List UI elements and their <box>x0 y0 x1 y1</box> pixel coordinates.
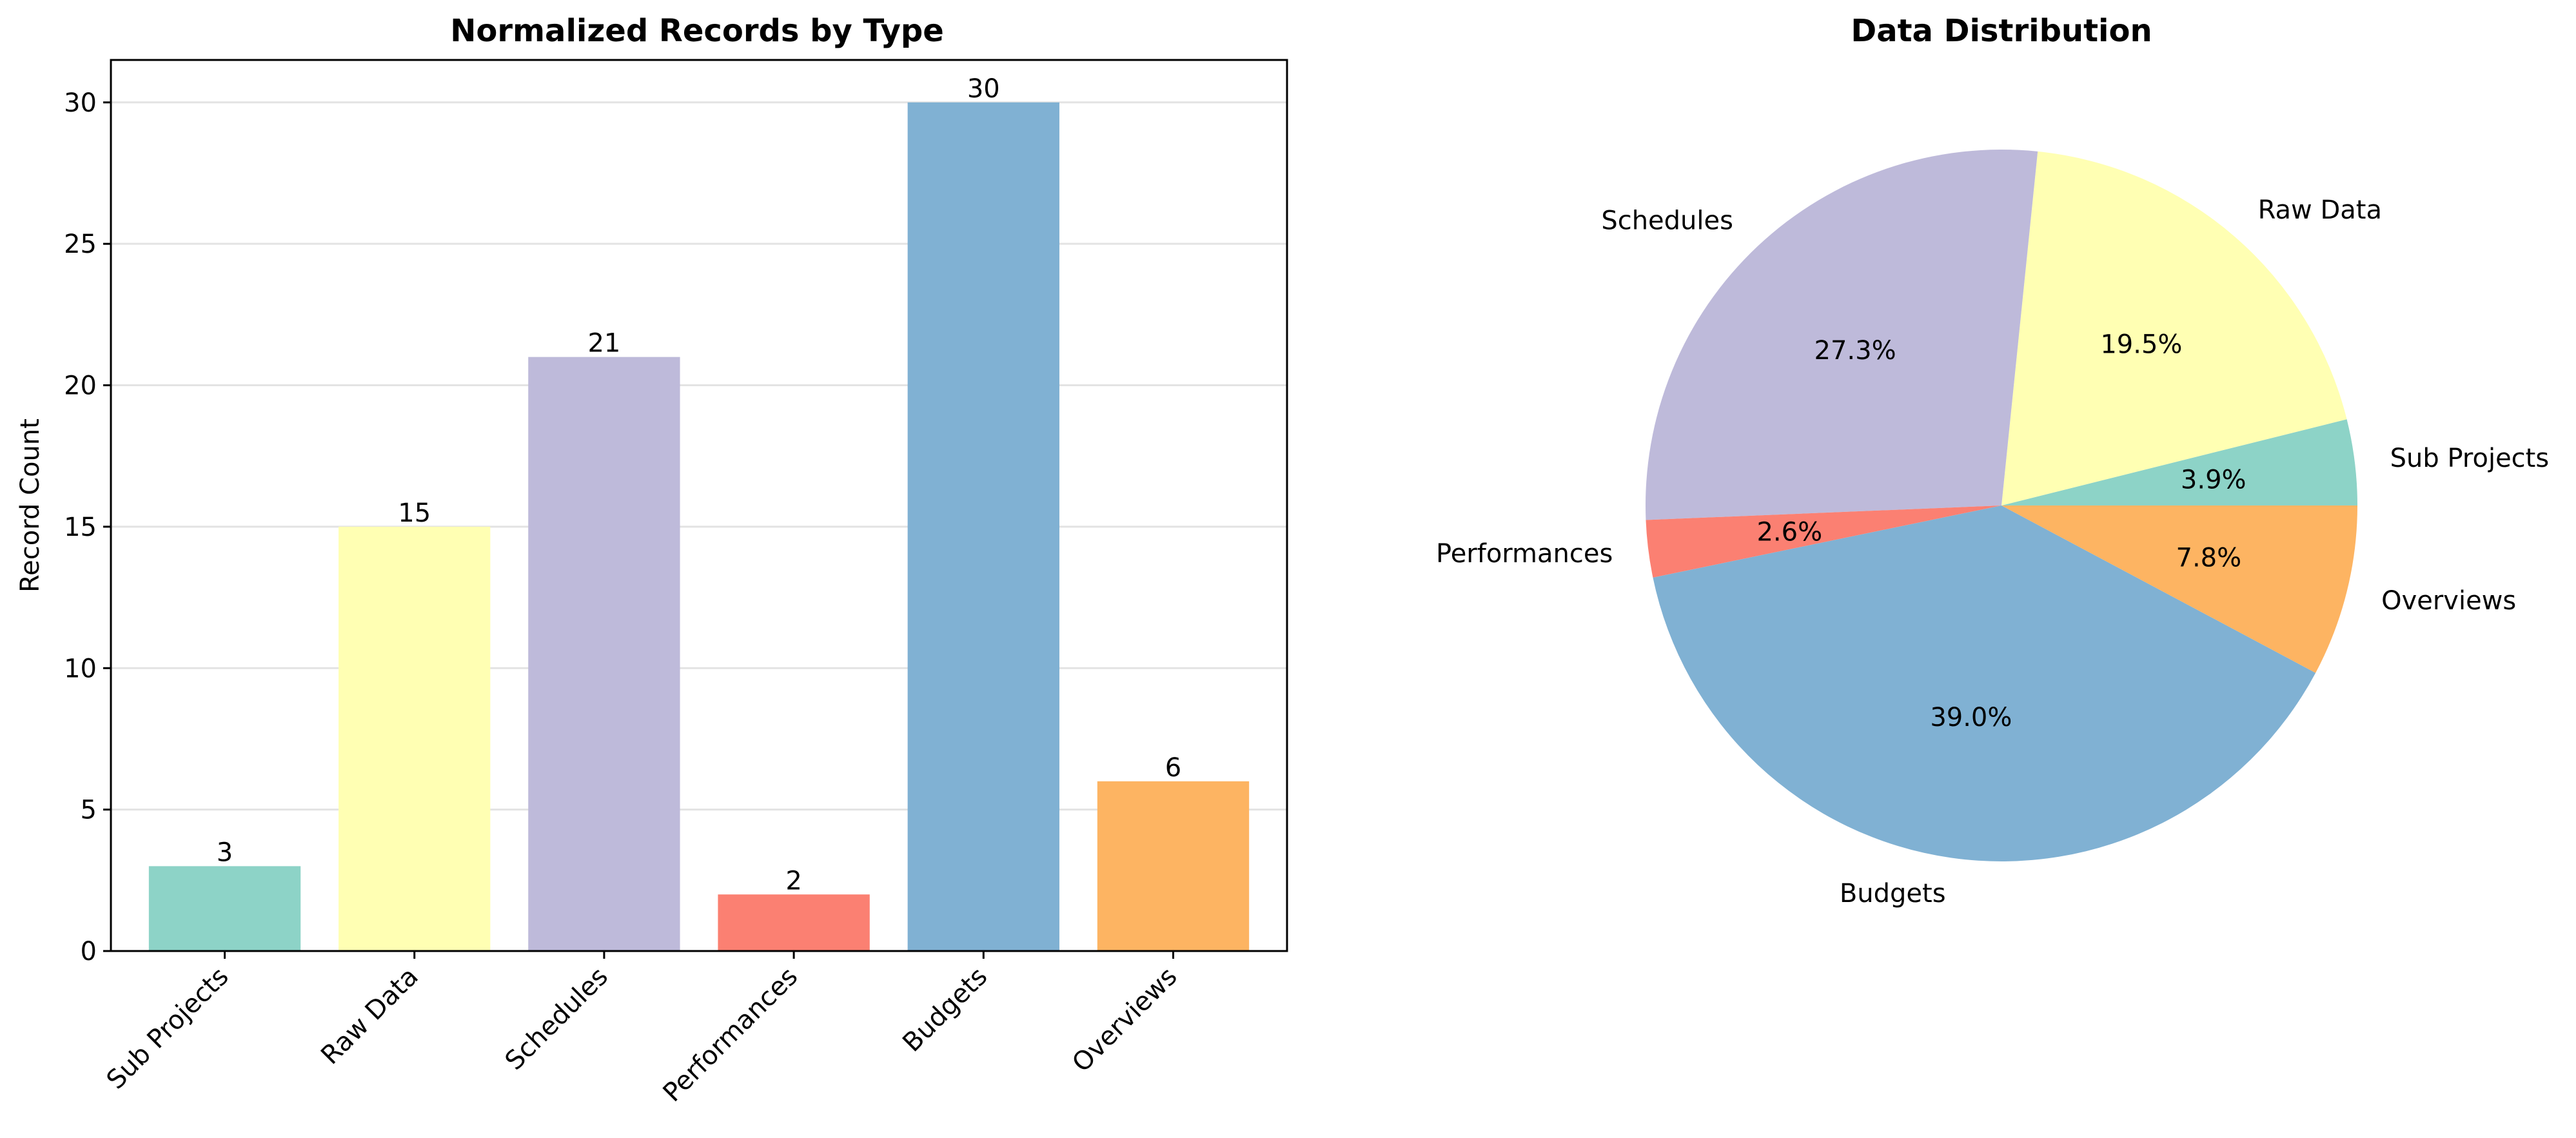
bar-value-label: 30 <box>967 74 1000 104</box>
bar-value-label: 6 <box>1165 753 1181 783</box>
pie-slice-schedules <box>1646 150 2038 520</box>
pie-percent-label: 7.8% <box>2176 543 2242 573</box>
pie-slice-overviews <box>2001 505 2357 673</box>
pie-slice-raw-data <box>2001 151 2347 505</box>
y-tick-label: 25 <box>64 230 97 259</box>
pie-slice-performances <box>1646 505 2001 578</box>
pie-slice-sub-projects <box>2001 419 2357 505</box>
bar-value-label: 2 <box>785 866 801 896</box>
bar-value-label: 21 <box>587 329 620 358</box>
bar-chart: Normalized Records by Type 3 15 21 2 30 6 0 5 1… <box>15 13 1288 1108</box>
pie-label-overviews: Overviews <box>2381 586 2516 616</box>
pie-chart: Data Distribution Sub Projects 3.9% Raw Da… <box>1436 13 2549 908</box>
pie-percent-label: 19.5% <box>2100 330 2182 360</box>
bar-value-label: 3 <box>217 838 233 867</box>
pie-percent-label: 39.0% <box>1930 703 2012 732</box>
pie-label-sub-projects: Sub Projects <box>2390 444 2550 473</box>
bar-raw-data <box>339 526 491 951</box>
pie-labels: Sub Projects 3.9% Raw Data 19.5% Schedules 27… <box>1436 195 2549 908</box>
pie-chart-title: Data Distribution <box>1851 13 2152 49</box>
pie-slice-budgets <box>1653 505 2316 861</box>
y-tick-label: 15 <box>64 513 97 542</box>
pie-percent-label: 2.6% <box>1756 517 1822 547</box>
y-tick-label: 20 <box>64 371 97 401</box>
y-tick-label: 30 <box>64 88 97 118</box>
pie-label-budgets: Budgets <box>1840 879 1946 908</box>
bar-schedules <box>528 357 680 951</box>
y-tick-label: 5 <box>81 796 97 825</box>
y-tick-label: 10 <box>64 654 97 683</box>
y-tick-label: 0 <box>81 937 97 966</box>
pie-label-raw-data: Raw Data <box>2258 195 2382 225</box>
bar-sub-projects <box>148 866 301 951</box>
bar-value-label: 15 <box>398 498 431 528</box>
pie-percent-label: 3.9% <box>2181 466 2247 495</box>
pie-percent-label: 27.3% <box>1814 336 1896 366</box>
bar-chart-title: Normalized Records by Type <box>450 13 944 49</box>
bar-overviews <box>1097 781 1250 951</box>
bar-series: 3 15 21 2 30 6 <box>148 74 1250 951</box>
pie-label-schedules: Schedules <box>1601 206 1733 236</box>
pie-slices <box>1646 150 2357 861</box>
bar-performances <box>718 894 870 951</box>
bar-y-axis-label: Record Count <box>15 418 45 593</box>
bar-budgets <box>907 102 1059 951</box>
pie-label-performances: Performances <box>1436 539 1613 569</box>
bar-plot-frame <box>110 59 1288 952</box>
